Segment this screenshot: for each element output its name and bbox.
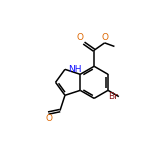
- Text: NH: NH: [68, 64, 81, 74]
- Text: O: O: [76, 33, 83, 42]
- Text: Br: Br: [108, 92, 118, 101]
- Text: O: O: [102, 33, 109, 41]
- Text: O: O: [45, 114, 52, 123]
